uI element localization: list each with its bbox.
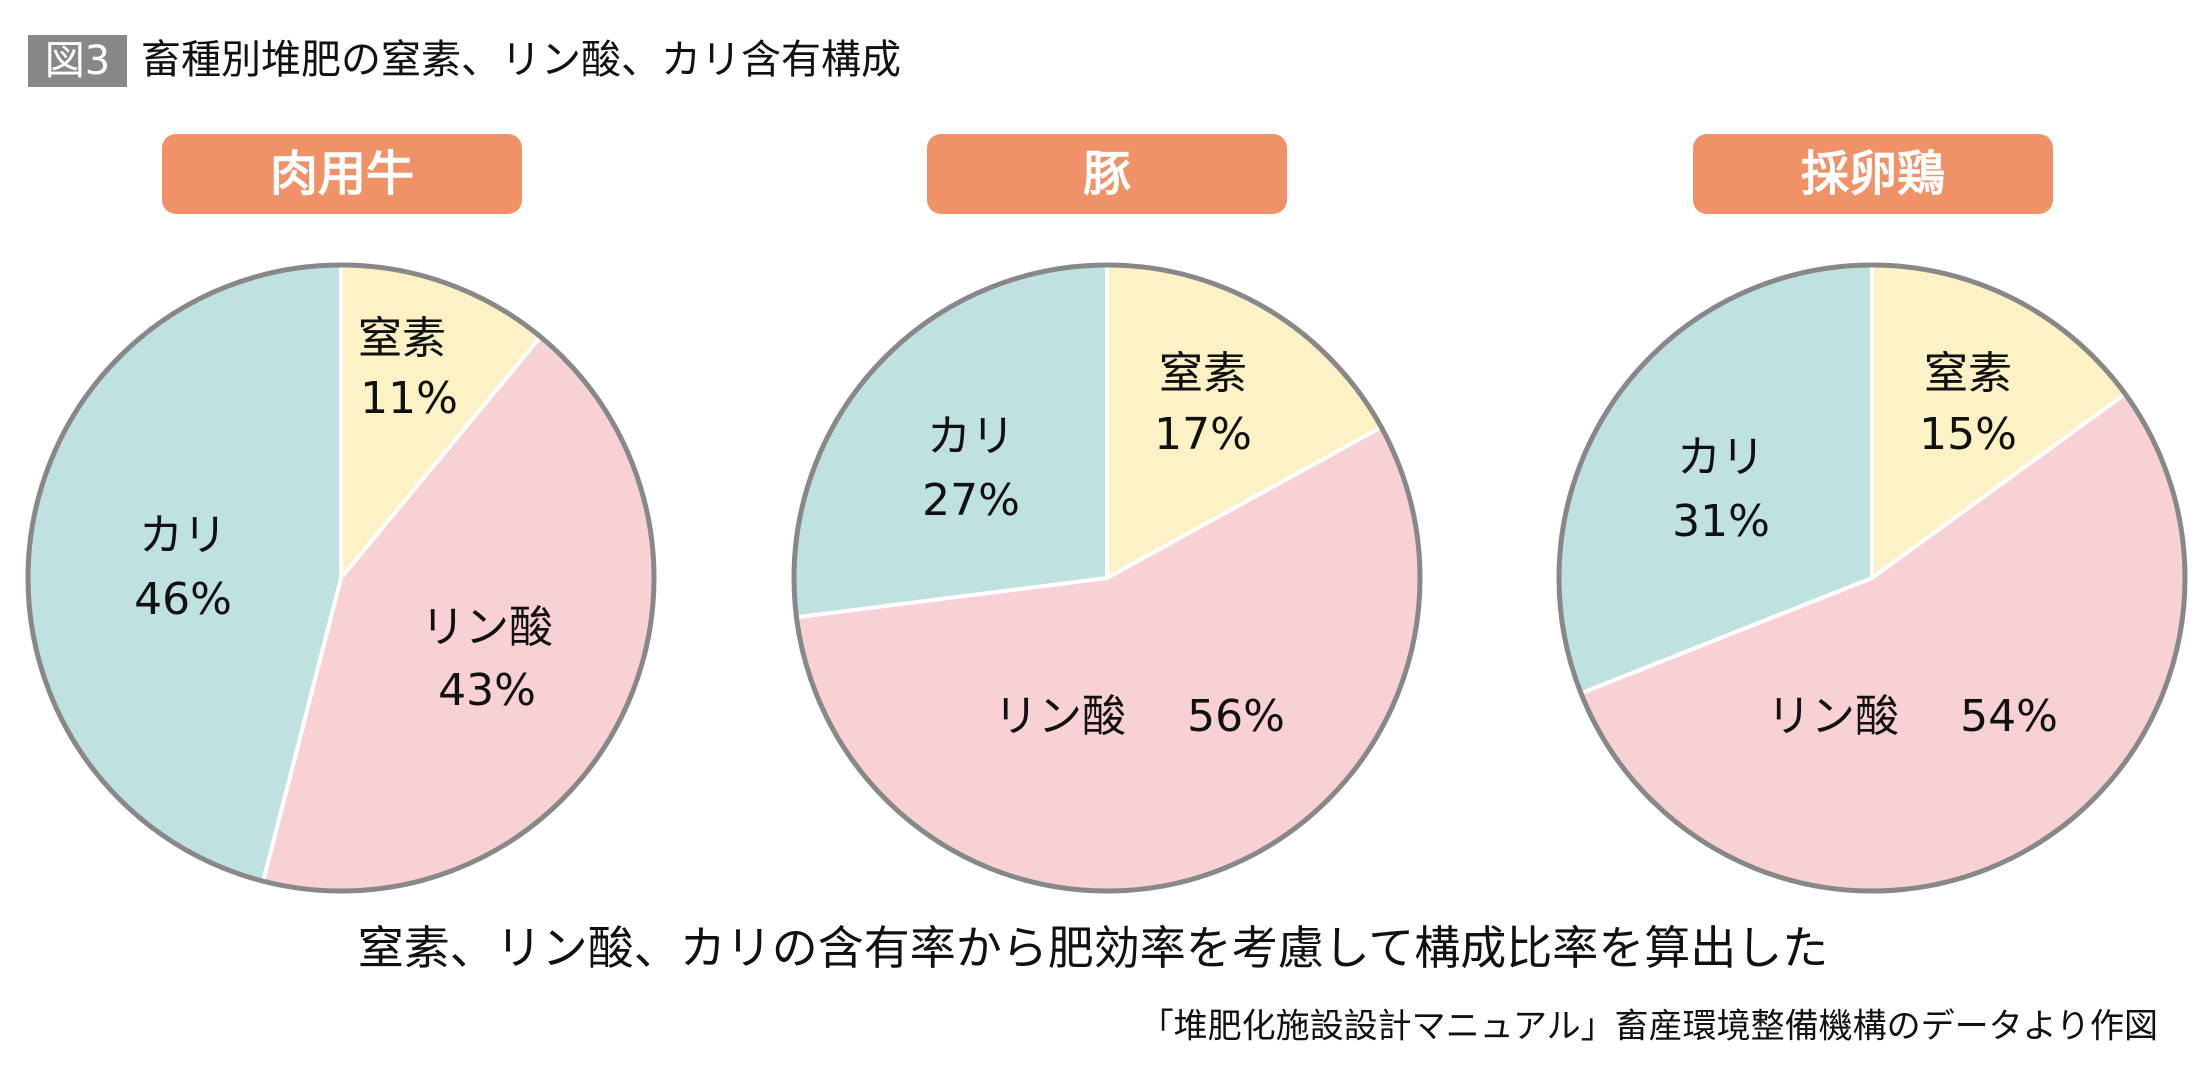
- footnote: 窒素、リン酸、カリの含有率から肥効率を考慮して構成比率を算出した: [357, 921, 1829, 975]
- slice-value-potash: 31%: [1672, 496, 1770, 547]
- slice-value-nitrogen: 15%: [1919, 409, 2017, 460]
- slice-value-potash: 27%: [922, 475, 1020, 526]
- slice-label-phosphate: リン酸: [994, 691, 1126, 742]
- source-credit: 「堆肥化施設設計マニュアル」畜産環境整備機構のデータより作図: [1139, 1006, 2158, 1047]
- pie-outline: [791, 262, 1423, 894]
- pie-title-beef-cattle: 肉用牛: [162, 134, 522, 214]
- pie-outline: [25, 262, 657, 894]
- pie-outline: [1556, 262, 2188, 894]
- slice-label-nitrogen: 窒素: [358, 313, 446, 364]
- figure-number-badge: 図3: [28, 35, 127, 87]
- slice-label-potash: カリ: [1677, 432, 1765, 483]
- slice-value-nitrogen: 11%: [360, 373, 458, 424]
- slice-value-nitrogen: 17%: [1154, 409, 1252, 460]
- slice-value-potash: 46%: [134, 574, 232, 625]
- slice-label-phosphate: リン酸: [421, 602, 553, 653]
- pie-title-laying-hen: 採卵鶏: [1693, 134, 2053, 214]
- slice-label-phosphate: リン酸: [1767, 691, 1899, 742]
- slice-label-potash: カリ: [927, 411, 1015, 462]
- slice-label-nitrogen: 窒素: [1924, 348, 2012, 399]
- slice-value-phosphate: 43%: [438, 665, 536, 716]
- slice-value-phosphate: 56%: [1187, 691, 1285, 742]
- slice-value-phosphate: 54%: [1960, 691, 2058, 742]
- slice-label-nitrogen: 窒素: [1159, 348, 1247, 399]
- slice-label-potash: カリ: [139, 510, 227, 561]
- chart-title: 畜種別堆肥の窒素、リン酸、カリ含有構成: [141, 37, 901, 83]
- pie-title-pig: 豚: [927, 134, 1287, 214]
